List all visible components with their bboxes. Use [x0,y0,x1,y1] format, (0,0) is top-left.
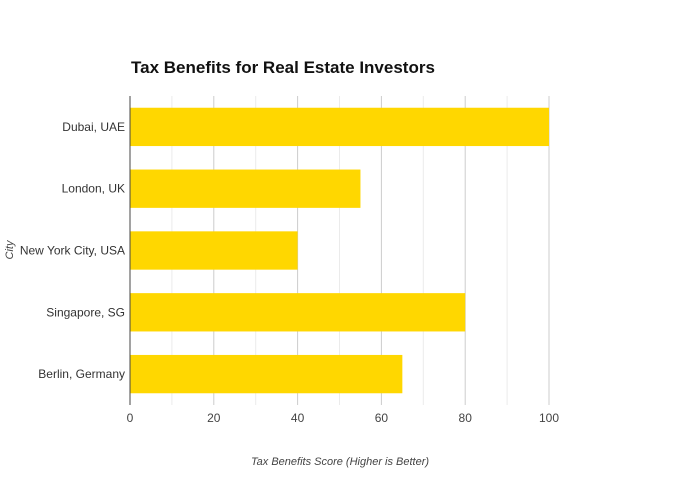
bar[interactable] [130,231,298,270]
bar[interactable] [130,169,361,208]
x-tick-labels: 0 20 40 60 80 100 [127,411,560,425]
y-tick-label: New York City, USA [20,244,125,258]
bar[interactable] [130,354,403,394]
x-tick-label: 100 [539,411,559,425]
x-tick-label: 0 [127,411,134,425]
y-tick-label: Singapore, SG [46,305,125,319]
x-tick-label: 60 [375,411,389,425]
grid [171,96,550,405]
x-axis-title: Tax Benefits Score (Higher is Better) [251,456,429,468]
bar[interactable] [130,293,466,332]
y-tick-label: London, UK [62,182,125,196]
chart-title: Tax Benefits for Real Estate Investors [131,58,435,77]
y-tick-label: Berlin, Germany [38,367,125,381]
x-tick-label: 20 [207,411,221,425]
x-tick-label: 80 [459,411,473,425]
y-axis-title: City [4,239,16,259]
y-tick-label: Dubai, UAE [62,120,125,134]
x-tick-label: 40 [291,411,305,425]
bars [130,107,549,394]
y-tick-labels: Dubai, UAE London, UK New York City, USA Si… [20,120,125,381]
bar[interactable] [130,107,549,147]
